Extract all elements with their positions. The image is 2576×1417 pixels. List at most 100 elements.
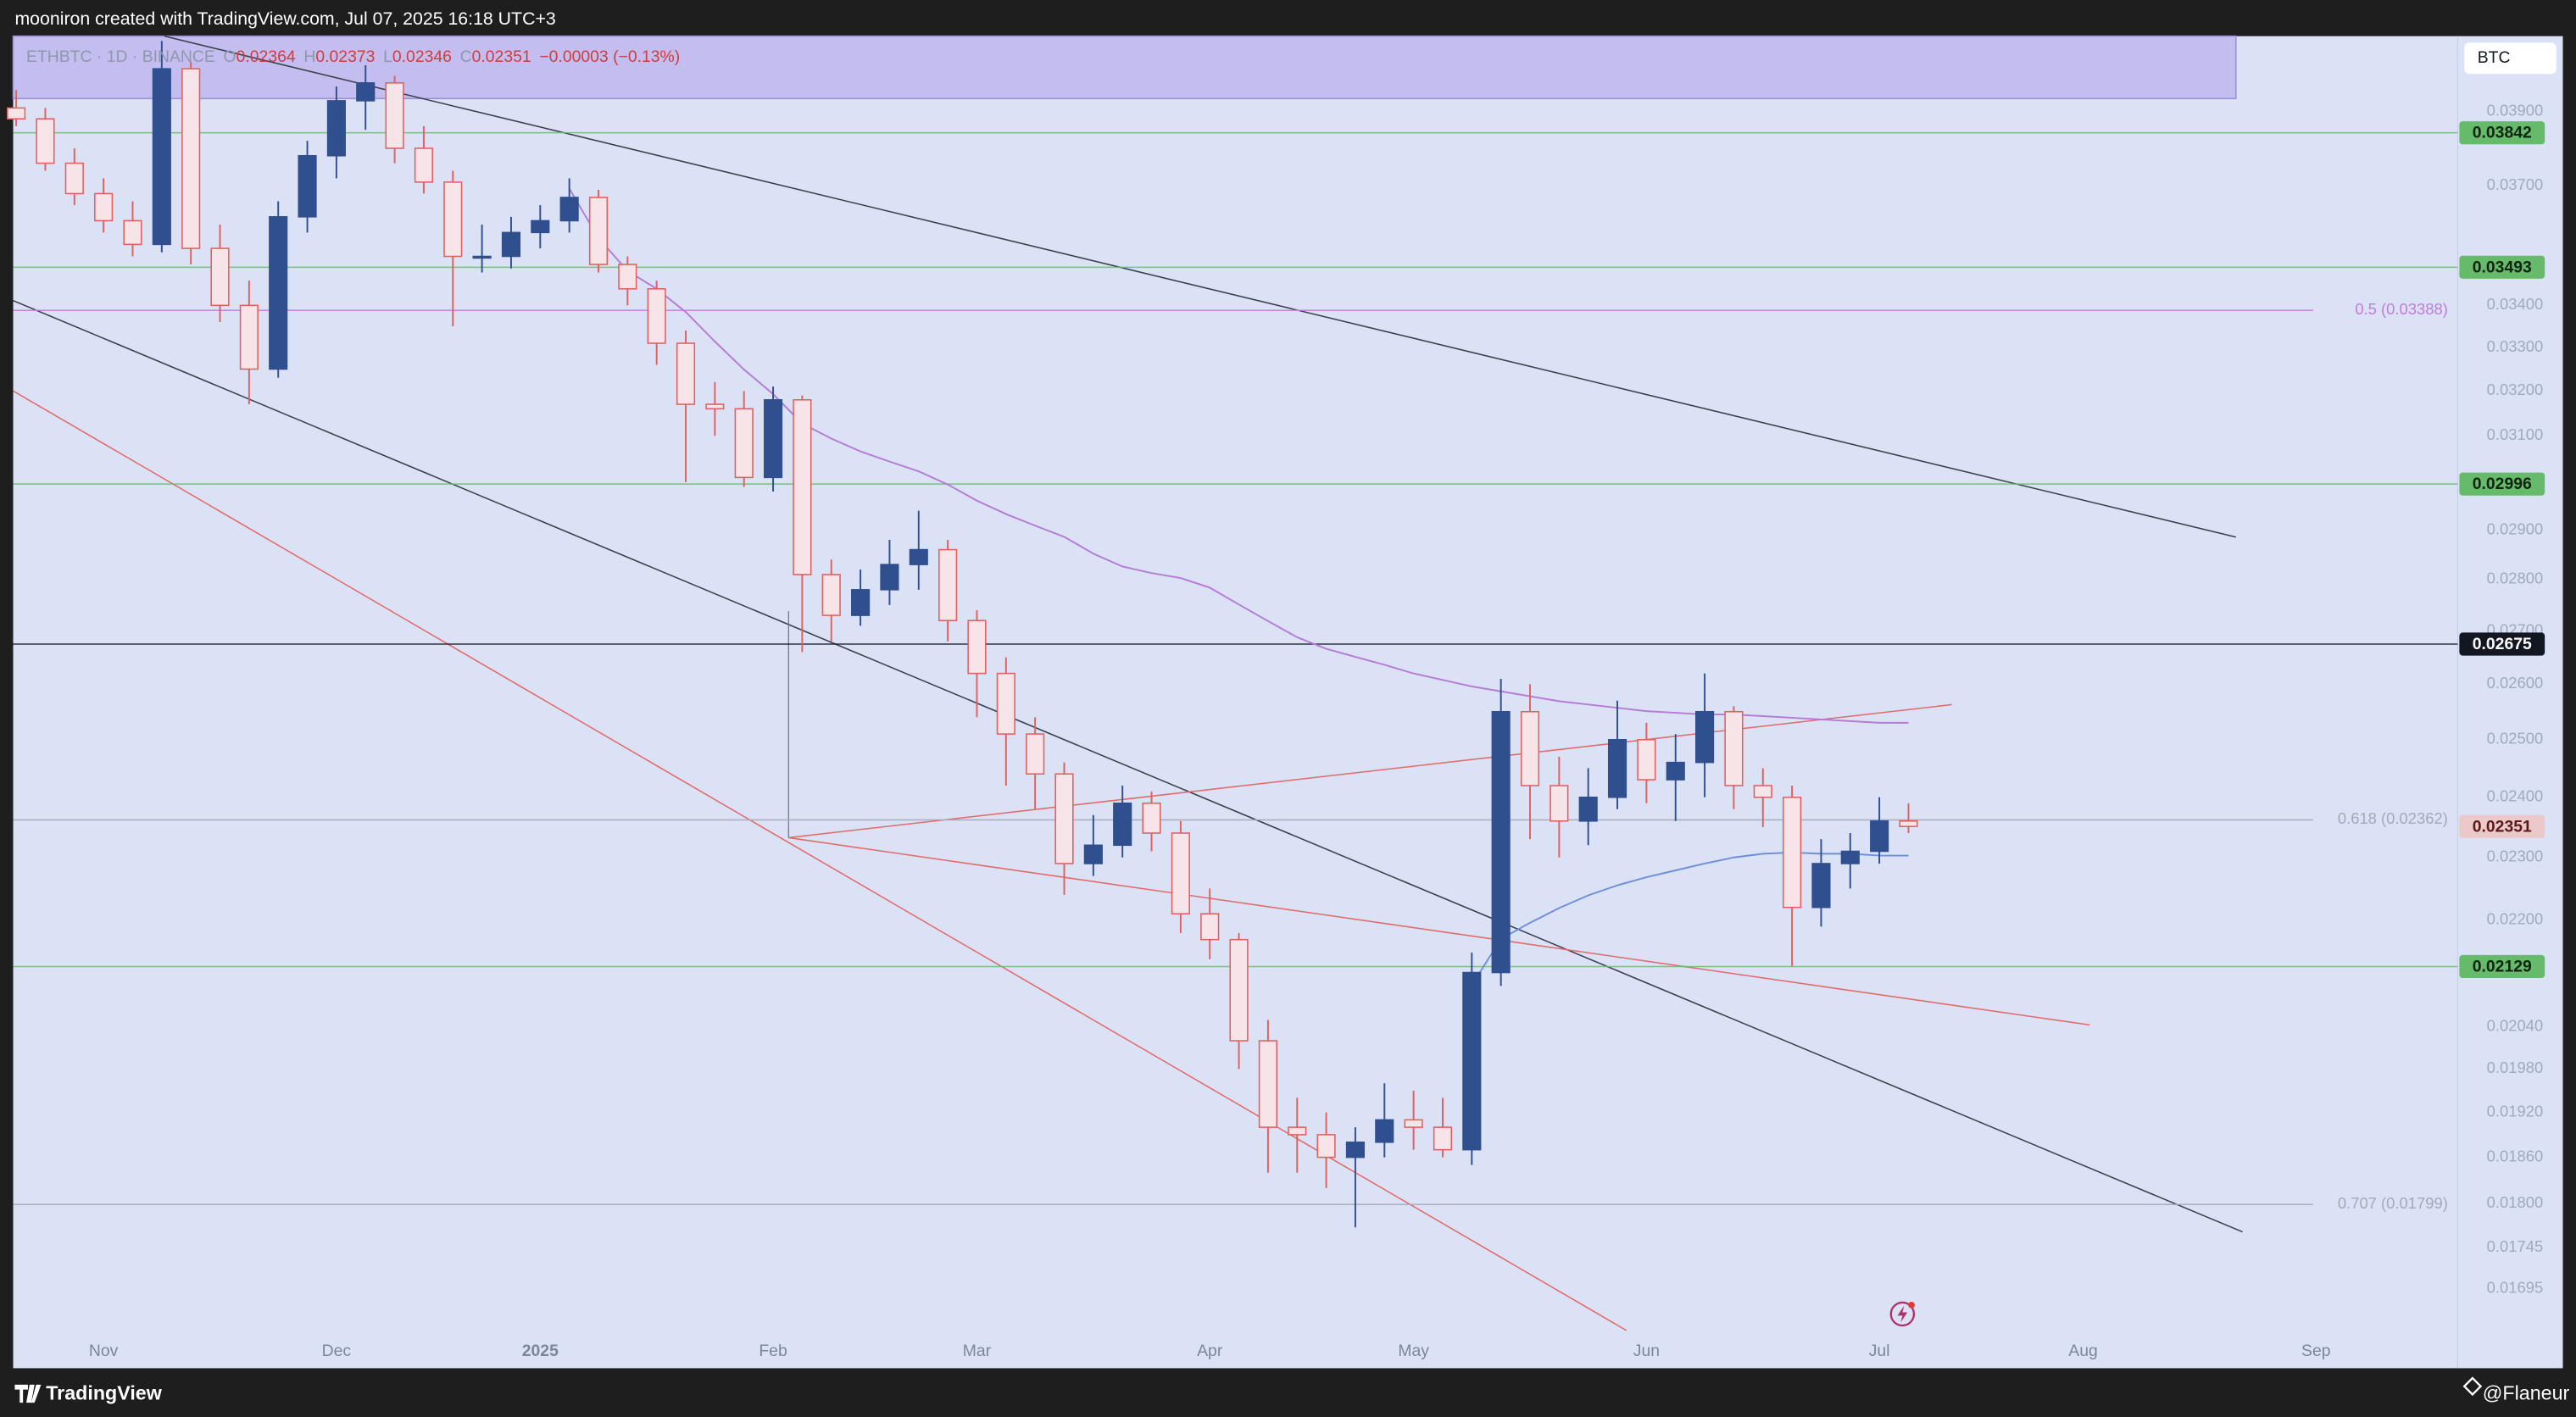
trend-line — [13, 390, 1627, 1331]
y-tick-label: 0.03900 — [2487, 102, 2544, 119]
legend: ETHBTC · 1D · BINANCE O0.02364 H0.02373 L0.… — [26, 47, 680, 66]
candle-body — [1229, 938, 1249, 1042]
candle-body — [269, 216, 288, 370]
candle-body — [1753, 785, 1772, 798]
currency-badge[interactable] — [2464, 42, 2557, 75]
candle-body — [1433, 1126, 1453, 1151]
y-tick-label: 0.02600 — [2487, 674, 2544, 692]
candle-body — [1316, 1134, 1336, 1159]
candle-body — [414, 147, 434, 183]
y-tick-label: 0.03700 — [2487, 175, 2544, 193]
legend-symbol: ETHBTC · 1D · BINANCE — [26, 47, 215, 66]
candle-body — [94, 192, 114, 222]
x-tick-label: Jun — [1633, 1342, 1660, 1360]
footer-author: @Flaneur — [2483, 1382, 2570, 1404]
candle-body — [1026, 733, 1045, 775]
level-tag — [2459, 255, 2545, 279]
candle-body — [1345, 1141, 1366, 1159]
x-tick-label: Jul — [1869, 1342, 1890, 1360]
candle-body — [298, 154, 317, 218]
candle-body — [705, 403, 725, 410]
currency-label[interactable]: BTC — [2478, 48, 2511, 67]
level-tag-label: 0.03493 — [2473, 258, 2532, 276]
y-tick-label: 0.01920 — [2487, 1103, 2544, 1120]
candle-body — [996, 672, 1015, 735]
candle-body — [1288, 1126, 1307, 1136]
x-tick-label: 2025 — [522, 1342, 559, 1360]
level-tag — [2459, 954, 2545, 979]
legend-key: H — [303, 47, 315, 66]
y-tick-label: 0.02300 — [2487, 847, 2544, 865]
legend-key: L — [383, 47, 392, 66]
candle-body — [647, 288, 666, 344]
legend-value: 0.02346 — [392, 47, 452, 66]
candle-body — [880, 564, 899, 591]
candle-body — [1899, 820, 1918, 827]
x-tick-label: Mar — [963, 1342, 992, 1360]
candle-body — [1870, 820, 1889, 853]
author-icon — [2462, 1376, 2483, 1397]
brand-logo — [14, 1384, 42, 1403]
level-tag — [2459, 472, 2545, 496]
x-tick-label: Apr — [1197, 1342, 1223, 1360]
fib-label: 0.707 (0.01799) — [2338, 1194, 2448, 1212]
candle-body — [239, 304, 259, 370]
level-tag — [2459, 814, 2545, 838]
candle-body — [1113, 802, 1132, 847]
y-tick-label: 0.03400 — [2487, 295, 2544, 313]
candle-body — [1840, 850, 1860, 864]
y-tick-label: 0.01800 — [2487, 1193, 2544, 1211]
trend-line — [788, 703, 1952, 839]
x-tick-label: Feb — [759, 1342, 787, 1360]
footer-brand: TradingView — [46, 1382, 162, 1404]
candle-body — [501, 231, 521, 258]
candle-body — [1637, 738, 1656, 781]
legend-key: C — [460, 47, 472, 66]
y-tick-label: 0.03300 — [2487, 337, 2544, 355]
candle-body — [356, 82, 376, 102]
level-tag-label: 0.03842 — [2473, 124, 2532, 142]
candle-body — [443, 181, 463, 258]
y-tick-label: 0.02200 — [2487, 910, 2544, 928]
y-tick-label: 0.01980 — [2487, 1059, 2544, 1076]
y-tick-label: 0.02040 — [2487, 1016, 2544, 1034]
legend-change: −0.00003 (−0.13%) — [539, 47, 680, 66]
candle-body — [676, 342, 696, 405]
candle-body — [734, 408, 754, 479]
y-tick-label: 0.01860 — [2487, 1147, 2544, 1164]
candle-body — [763, 399, 783, 479]
candle-body — [1142, 802, 1161, 834]
header-caption: mooniron created with TradingView.com, J… — [14, 8, 555, 29]
trend-line — [164, 35, 2236, 538]
candle-body — [1171, 832, 1190, 915]
candle-body — [326, 100, 346, 157]
candle-body — [793, 399, 812, 575]
alert-icon[interactable] — [1889, 1301, 1916, 1327]
x-tick-label: Nov — [89, 1342, 119, 1360]
y-tick-label: 0.01695 — [2487, 1278, 2544, 1296]
candle-body — [1375, 1119, 1394, 1143]
overlay-line — [568, 188, 1909, 724]
level-tag-label: 0.02129 — [2473, 958, 2532, 976]
y-tick-label: 0.01745 — [2487, 1237, 2544, 1255]
overlay-line — [1471, 851, 1909, 986]
candle-body — [64, 162, 84, 195]
fib-label: 0.5 (0.03388) — [2355, 300, 2448, 318]
candle-body — [181, 68, 201, 249]
trend-line — [788, 836, 2090, 1026]
candle-body — [588, 197, 609, 265]
level-tag — [2459, 632, 2545, 656]
y-tick-label: 0.02400 — [2487, 787, 2544, 805]
candle-body — [1520, 710, 1540, 786]
candle-body — [909, 548, 928, 565]
x-tick-label: May — [1398, 1342, 1429, 1360]
candle-body — [559, 197, 579, 222]
plot-background — [13, 36, 2563, 1369]
candle-body — [1054, 773, 1074, 864]
candle-body — [967, 620, 987, 675]
candle-body — [1811, 863, 1831, 909]
x-tick-label: Sep — [2301, 1342, 2330, 1360]
candle-body — [821, 574, 841, 616]
drawings — [13, 35, 2243, 1331]
x-tick-label: Aug — [2068, 1342, 2097, 1360]
